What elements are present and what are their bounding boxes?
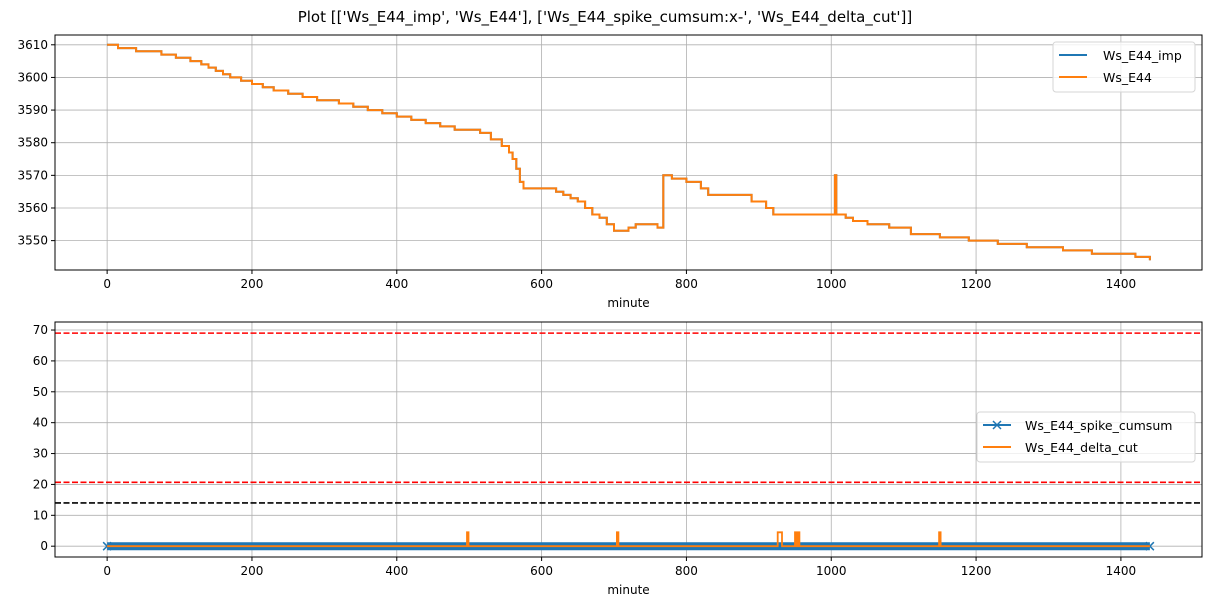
x-tick-label: 200 xyxy=(241,564,264,578)
y-tick-label: 0 xyxy=(40,539,48,553)
legend-label: Ws_E44_imp xyxy=(1103,48,1182,63)
y-tick-label: 60 xyxy=(33,354,48,368)
x-tick-label: 800 xyxy=(675,277,698,291)
legend: Ws_E44_imp Ws_E44 xyxy=(1052,41,1196,93)
x-tick-label: 1200 xyxy=(961,564,992,578)
legend: Ws_E44_spike_cumsum Ws_E44_delta_cut xyxy=(976,411,1196,463)
x-tick-label: 200 xyxy=(241,277,264,291)
x-tick-label: 1000 xyxy=(816,564,847,578)
axes-frame xyxy=(54,321,1203,558)
y-tick-label: 20 xyxy=(33,477,48,491)
y-tick-label: 40 xyxy=(33,416,48,430)
bottom-axes: 0 200 400 600 800 1000 1200 1400 0 10 20 30 40 50 60 70… xyxy=(33,321,1203,597)
legend-box xyxy=(976,411,1196,463)
x-tick-label: 0 xyxy=(103,564,111,578)
y-tick-label: 70 xyxy=(33,323,48,337)
x-tick-label: 1400 xyxy=(1106,277,1137,291)
x-tick-label: 600 xyxy=(530,564,553,578)
legend-label: Ws_E44 xyxy=(1103,70,1152,85)
y-tick-label: 3580 xyxy=(17,136,48,150)
y-tick-label: 10 xyxy=(33,508,48,522)
x-tick-label: 1400 xyxy=(1106,564,1137,578)
y-tick-label: 3610 xyxy=(17,38,48,52)
y-tick-label: 3590 xyxy=(17,103,48,117)
x-tick-label: 600 xyxy=(530,277,553,291)
y-tick-label: 50 xyxy=(33,385,48,399)
x-tick-label: 1000 xyxy=(816,277,847,291)
x-axis-label: minute xyxy=(607,583,649,597)
legend-label: Ws_E44_delta_cut xyxy=(1025,440,1138,455)
series-line-Ws_E44 xyxy=(107,43,1151,261)
figure-title: Plot [['Ws_E44_imp', 'Ws_E44'], ['Ws_E44… xyxy=(298,8,913,27)
legend-box xyxy=(1052,41,1196,93)
x-tick-label: 400 xyxy=(385,564,408,578)
y-tick-label: 3570 xyxy=(17,168,48,182)
x-tick-label: 1200 xyxy=(961,277,992,291)
y-tick-label: 3560 xyxy=(17,201,48,215)
legend-x-marker xyxy=(992,420,1002,430)
x-axis-label: minute xyxy=(607,296,649,310)
y-tick-label: 30 xyxy=(33,447,48,461)
y-tick-label: 3550 xyxy=(17,234,48,248)
legend-label: Ws_E44_spike_cumsum xyxy=(1025,418,1172,433)
x-tick-label: 0 xyxy=(103,277,111,291)
top-axes: 0 200 400 600 800 1000 1200 1400 3550 3560 3570 358… xyxy=(17,34,1203,310)
series-line-Ws_E44_delta_cut xyxy=(107,531,1150,548)
x-tick-label: 800 xyxy=(675,564,698,578)
x-tick-label: 400 xyxy=(385,277,408,291)
axes-frame xyxy=(54,34,1203,271)
y-tick-label: 3600 xyxy=(17,70,48,84)
